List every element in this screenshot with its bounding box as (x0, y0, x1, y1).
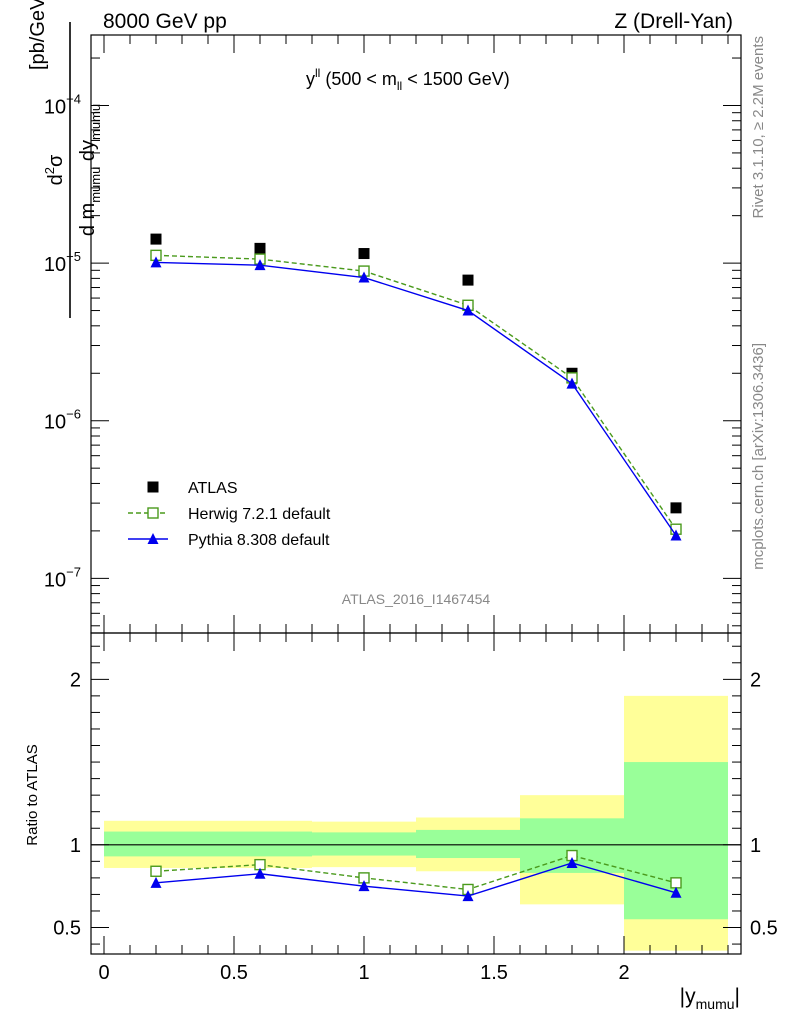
data-point (358, 248, 370, 260)
main-ytick-label: 10−4 (44, 91, 81, 118)
x-axis-label: |ymumu| (680, 985, 740, 1012)
legend-label: Pythia 8.308 default (188, 532, 330, 549)
rivet-version-label: Rivet 3.1.10, ≥ 2.2M events (750, 36, 767, 219)
data-point (147, 533, 159, 544)
data-point (150, 256, 162, 268)
ratio-panel (91, 695, 741, 951)
data-point (150, 865, 162, 877)
data-point (150, 233, 162, 245)
main-ylabel: d2σ d mmumu dymumu [pb/GeV] (27, 0, 103, 318)
data-point (254, 259, 266, 271)
data-point (670, 529, 682, 541)
data-point (462, 890, 474, 902)
data-point (254, 242, 266, 254)
ratio-ytick-label: 1 (70, 835, 81, 857)
ratio-line (155, 854, 677, 891)
legend-label: ATLAS (188, 480, 238, 497)
ratio-ytick-label: 2 (70, 669, 81, 691)
ratio-xtick-label: 1 (358, 962, 369, 984)
svg-text:d mmumu dymumu: d mmumu dymumu (77, 104, 103, 236)
uncertainty-band-inner (208, 831, 312, 857)
svg-text:d2σ: d2σ (42, 154, 67, 185)
series-atlas (150, 233, 682, 514)
ratio-xtick-label: 1.5 (480, 962, 508, 984)
main-ytick-label: 10−7 (44, 564, 81, 591)
data-point (566, 856, 578, 868)
data-point (358, 271, 370, 283)
legend: ATLAS Herwig 7.2.1 default Pythia 8.308 de… (128, 480, 331, 549)
analysis-watermark: ATLAS_2016_I1467454 (342, 591, 491, 607)
ratio-xtick-label: 0 (98, 962, 109, 984)
uncertainty-band-inner (104, 831, 208, 857)
uncertainty-band-inner (312, 832, 416, 856)
data-point (462, 274, 474, 286)
series-line (155, 254, 677, 530)
ratio-ylabel: Ratio to ATLAS (24, 744, 41, 845)
ratio-xtick-label: 0.5 (220, 962, 248, 984)
plot-title: yll (500 < mll < 1500 GeV) (306, 66, 510, 93)
data-point (147, 507, 159, 519)
ratio-frame (90, 632, 742, 955)
data-point (670, 502, 682, 514)
data-point (254, 867, 266, 879)
data-point (462, 304, 474, 316)
mcplots-label: mcplots.cern.ch [arXiv:1306.3436] (750, 343, 767, 570)
main-ytick-label: 10−6 (44, 407, 81, 434)
ratio-xtick-label: 2 (618, 962, 629, 984)
ratio-ytick-label-right: 0.5 (750, 918, 778, 940)
series-line (155, 261, 677, 536)
svg-text:[pb/GeV]: [pb/GeV] (27, 0, 49, 70)
data-point (670, 877, 682, 889)
ratio-line (155, 862, 677, 897)
series-pythia-8-308-default (150, 256, 682, 541)
ratio-ytick-label: 0.5 (53, 918, 81, 940)
ratio-ytick-label-right: 2 (750, 669, 761, 691)
data-point (147, 481, 159, 493)
legend-item: Pythia 8.308 default (128, 532, 330, 549)
legend-item: ATLAS (147, 480, 238, 497)
uncertainty-band-inner (416, 829, 520, 859)
main-ytick-label: 10−5 (44, 249, 81, 276)
data-point (670, 886, 682, 898)
legend-item: Herwig 7.2.1 default (128, 506, 331, 523)
header-right: Z (Drell-Yan) (614, 10, 733, 33)
data-point (358, 880, 370, 892)
data-point (566, 377, 578, 389)
ratio-series-pythia-8-308-default (150, 856, 682, 902)
data-point (150, 876, 162, 888)
ratio-ytick-label-right: 1 (750, 835, 761, 857)
header-left: 8000 GeV pp (103, 10, 227, 33)
legend-label: Herwig 7.2.1 default (188, 506, 331, 523)
